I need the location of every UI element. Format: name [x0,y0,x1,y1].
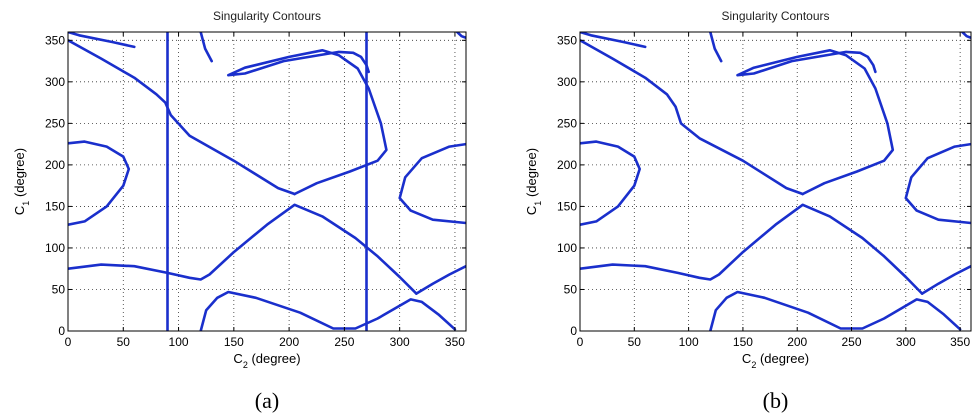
contour-curve-3 [68,140,131,226]
x-tick-label: 100 [679,335,699,349]
x-tick-label: 350 [950,335,970,349]
y-tick-label: 250 [45,116,65,130]
y-tick-label: 150 [557,199,577,213]
x-tick-label: 0 [65,335,72,349]
chart-title: Singularity Contours [213,9,321,23]
contour-curve-8 [960,32,971,40]
panel-caption: (a) [255,388,279,413]
y-tick-label: 50 [52,282,66,296]
x-tick-label: 150 [224,335,244,349]
x-axis-label: C2 (degree) [233,351,300,370]
y-tick-label: 100 [557,241,577,255]
axes-box [579,31,972,332]
y-tick-label: 0 [570,324,577,338]
contour-curve-0 [580,38,805,196]
chart-panel-b: 0 50 100 150 200 250 300 350 0 50 100 150 200 250 300 3… [524,9,972,413]
contour-curve-1 [227,48,388,196]
contour-curve-1 [736,48,895,196]
y-tick-label: 200 [45,158,65,172]
contour-curve-9 [708,32,723,63]
contour-curve-5 [414,264,466,295]
contour-curve-2 [580,32,647,49]
x-tick-label: 250 [334,335,354,349]
y-tick-label: 50 [564,282,578,296]
y-tick-label: 350 [45,33,65,47]
y-tick-label: 350 [557,33,577,47]
y-axis-label: C1 (degree) [524,148,543,215]
chart-panel-a: 0 50 100 150 200 250 300 350 0 50 100 150 200 250 300 3… [12,9,467,413]
contour-curve-2 [68,32,136,49]
y-tick-label: 100 [45,241,65,255]
y-tick-label: 0 [58,324,65,338]
contour-curve-4 [68,203,418,295]
y-tick-label: 300 [45,75,65,89]
panel-caption: (b) [763,388,789,413]
x-tick-label: 350 [445,335,465,349]
x-tick-label: 0 [577,335,584,349]
x-tick-label: 300 [896,335,916,349]
contour-curve-7 [904,142,971,225]
x-tick-label: 250 [842,335,862,349]
contours-group [580,32,971,331]
x-tick-label: 150 [733,335,753,349]
x-axis-label: C2 (degree) [742,351,809,370]
y-tick-label: 150 [45,199,65,213]
x-tick-label: 50 [117,335,131,349]
x-tick-label: 100 [169,335,189,349]
y-tick-label: 200 [557,158,577,172]
contour-curve-6 [199,290,457,331]
y-tick-label: 300 [557,75,577,89]
contour-curve-3 [580,140,642,226]
x-tick-label: 300 [390,335,410,349]
contour-curve-4 [580,203,924,295]
axes-box [67,31,467,332]
contour-curve-9 [199,32,213,63]
contour-curve-7 [398,142,466,225]
y-axis-label: C1 (degree) [12,148,31,215]
contour-curve-6 [708,290,962,331]
x-tick-label: 50 [628,335,642,349]
contours-group [68,32,466,331]
y-tick-label: 250 [557,116,577,130]
contour-curve-5 [920,264,971,295]
x-tick-label: 200 [279,335,299,349]
x-tick-label: 200 [787,335,807,349]
contour-curve-8 [455,32,466,40]
chart-title: Singularity Contours [721,9,829,23]
